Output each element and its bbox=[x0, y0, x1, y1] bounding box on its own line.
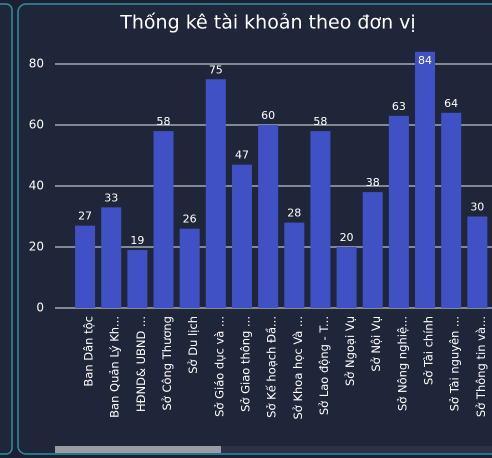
x-tick-label: Sở Giáo dục và ... bbox=[212, 316, 226, 417]
bar bbox=[441, 112, 462, 308]
data-label: 47 bbox=[235, 149, 249, 162]
x-tick-label: Sở Giao thông ... bbox=[238, 316, 252, 412]
data-label: 63 bbox=[392, 100, 406, 113]
x-tick-label: Sở Tài chính bbox=[422, 316, 436, 385]
chart-panel bbox=[17, 3, 492, 455]
x-tick-label: Sở Tài nguyên ... bbox=[448, 316, 462, 411]
bar bbox=[75, 225, 96, 308]
x-tick-label: Sở Lao động - T... bbox=[317, 316, 331, 415]
scrollbar-thumb[interactable] bbox=[55, 446, 221, 453]
bar bbox=[258, 125, 279, 308]
data-label: 84 bbox=[418, 54, 432, 67]
x-tick-label: Ban Dân tộc bbox=[82, 316, 96, 387]
bar bbox=[362, 192, 383, 308]
data-label: 30 bbox=[470, 201, 484, 214]
x-tick-label: Sở Ngoại Vụ bbox=[343, 316, 357, 386]
bar bbox=[415, 51, 436, 309]
bar bbox=[284, 222, 305, 308]
bar bbox=[388, 115, 409, 308]
bar bbox=[467, 216, 488, 308]
y-tick-label: 20 bbox=[29, 240, 44, 254]
data-label: 20 bbox=[340, 231, 354, 244]
bar bbox=[231, 164, 252, 308]
bar bbox=[310, 131, 331, 308]
x-tick-label: Sở Du lịch bbox=[186, 316, 200, 374]
x-tick-label: Sở Thông tin và... bbox=[474, 316, 488, 417]
x-tick-label: Sở Công Thương bbox=[160, 316, 174, 411]
bar bbox=[179, 228, 200, 308]
data-label: 27 bbox=[78, 210, 92, 223]
x-tick-label: Sở Khoa học Và ... bbox=[291, 316, 305, 420]
scrollbar-track[interactable] bbox=[55, 446, 492, 453]
bar bbox=[101, 207, 122, 308]
y-tick-label: 40 bbox=[29, 179, 44, 193]
x-tick-label: Sở Kế hoạch Đầ... bbox=[265, 316, 279, 418]
data-label: 58 bbox=[157, 115, 171, 128]
data-label: 38 bbox=[366, 176, 380, 189]
y-tick-label: 60 bbox=[29, 118, 44, 132]
bar bbox=[336, 247, 357, 308]
data-label: 75 bbox=[209, 63, 223, 76]
left-panel bbox=[0, 3, 13, 455]
x-tick-label: HĐND& UBND ... bbox=[134, 316, 148, 412]
bar bbox=[153, 131, 174, 308]
x-tick-label: Ban Quản Lý Kh... bbox=[108, 316, 122, 418]
data-label: 33 bbox=[104, 191, 118, 204]
y-tick-label: 0 bbox=[36, 301, 44, 315]
data-label: 28 bbox=[287, 207, 301, 220]
data-label: 64 bbox=[444, 97, 458, 110]
data-label: 60 bbox=[261, 109, 275, 122]
chart-title: Thống kê tài khoản theo đơn vị bbox=[119, 12, 415, 34]
bar bbox=[205, 79, 226, 308]
bar bbox=[127, 250, 148, 308]
y-tick-label: 80 bbox=[29, 57, 44, 71]
data-label: 19 bbox=[130, 234, 144, 247]
x-tick-label: Sở Nội Vụ bbox=[369, 316, 383, 372]
data-label: 26 bbox=[183, 213, 197, 226]
data-label: 58 bbox=[313, 115, 327, 128]
x-tick-label: Sở Nông nghiệ... bbox=[395, 316, 409, 411]
